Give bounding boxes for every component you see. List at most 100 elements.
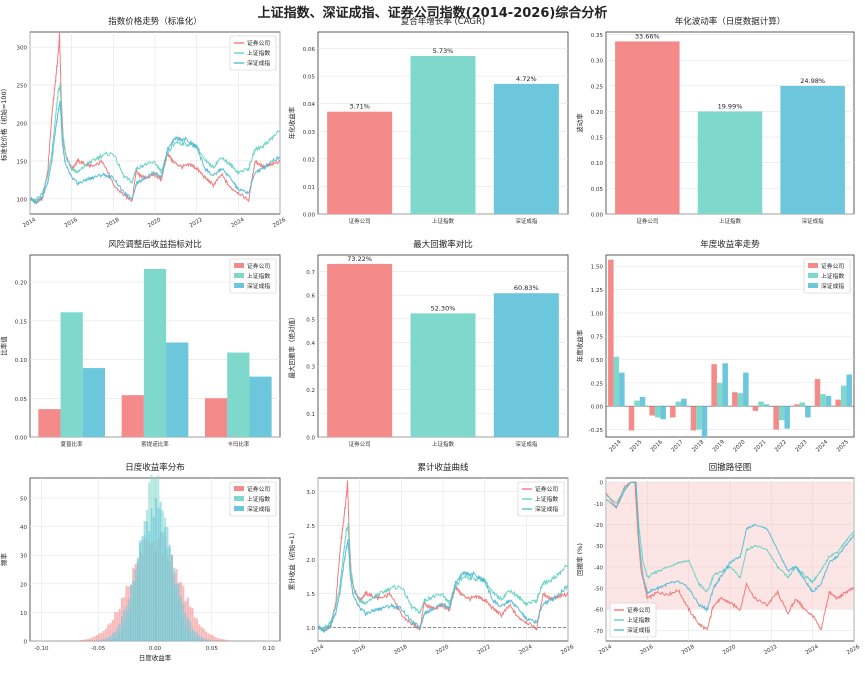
y-tick-label: 300	[17, 46, 28, 52]
y-tick-label: 0.3	[306, 365, 315, 371]
bar-深证成指-2018	[701, 406, 708, 438]
hist-bin-深证成指	[161, 532, 164, 641]
x-tick-label: 卡玛比率	[227, 440, 250, 448]
y-axis-label: 波动率	[575, 113, 584, 133]
bar-证券公司	[615, 41, 680, 214]
bar-value-label: 33.66%	[635, 32, 660, 40]
hist-bin-证券公司	[114, 612, 117, 641]
y-tick-label: 0.15	[591, 136, 604, 142]
y-tick-label: 0.30	[591, 59, 604, 65]
x-tick-label: 0.10	[263, 646, 276, 652]
x-tick-label: 2020	[435, 644, 451, 656]
x-tick-label: 2014	[310, 644, 326, 656]
bar-上证指数-2017	[675, 401, 682, 407]
bar-上证指数-2021	[758, 401, 764, 407]
chart-title: 最大回撤率对比	[413, 239, 473, 250]
hist-bin-深证成指	[125, 606, 128, 641]
bar-深证成指	[780, 85, 845, 214]
y-axis-label: 年化收益率	[287, 106, 296, 139]
legend-label: 上证指数	[535, 495, 558, 503]
y-tick-label: 0.5	[306, 317, 315, 323]
hist-bin-深证成指	[152, 516, 155, 641]
bar-上证指数-夏普比率	[60, 312, 83, 437]
y-tick-label: 0.00	[591, 405, 604, 411]
bar-证券公司-索提诺比率	[121, 395, 144, 437]
bar-上证指数-2018	[696, 406, 702, 430]
x-tick-label: 上证指数	[432, 440, 455, 448]
x-tick-label: -0.05	[91, 646, 106, 652]
hist-bin-深证成指	[157, 507, 160, 641]
hist-bin-深证成指	[118, 623, 121, 641]
hist-bin-证券公司	[93, 636, 96, 641]
hist-bin-证券公司	[223, 639, 226, 641]
series-line-上证指数	[605, 481, 855, 593]
x-tick-label: 2015	[629, 439, 643, 453]
hist-bin-深证成指	[150, 508, 153, 641]
bar-上证指数-2022	[778, 406, 785, 421]
x-tick-label: 2018	[691, 439, 705, 453]
legend-label: 深证成指	[821, 282, 844, 290]
hist-bin-证券公司	[84, 639, 87, 641]
hist-bin-深证成指	[116, 627, 119, 641]
legend-swatch	[234, 273, 244, 278]
x-tick-label: 2020	[722, 644, 738, 656]
bar-深证成指-2014	[619, 372, 625, 407]
chart-drawdown: 回撤路径图 0 -10 -20 -30 -40 -50 -60 -70 回撤率 (%) 2014 20…	[575, 462, 861, 656]
hist-bin-深证成指	[159, 501, 162, 641]
bar-深证成指-2021	[763, 404, 770, 407]
legend-label: 上证指数	[821, 272, 844, 280]
y-tick-label: 3.0	[306, 490, 315, 496]
bar-证券公司-2022	[773, 406, 779, 430]
bar-证券公司	[327, 111, 393, 214]
y-tick-label: 0.00	[591, 213, 604, 219]
hist-bin-证券公司	[220, 638, 223, 641]
hist-bin-深证成指	[102, 639, 105, 641]
hist-bin-深证成指	[132, 580, 135, 641]
hist-bin-证券公司	[102, 630, 105, 641]
x-tick-label: 2014	[598, 644, 614, 656]
legend-label: 证券公司	[247, 39, 270, 47]
hist-bin-证券公司	[116, 612, 119, 641]
hist-bin-深证成指	[177, 582, 180, 641]
y-tick-label: 1.25	[591, 288, 604, 294]
hist-bin-深证成指	[120, 616, 123, 641]
chart-mdd: 最大回撤率对比 0.0 0.1 0.2 0.3 0.4 0.5 0.6 0.7 最大回撤率（绝对值…	[287, 239, 569, 448]
x-tick-label: 2017	[671, 439, 685, 453]
legend-label: 证券公司	[535, 485, 558, 493]
hist-bin-深证成指	[136, 562, 139, 641]
bar-上证指数-索提诺比率	[143, 268, 167, 437]
hist-bin-证券公司	[100, 632, 103, 641]
x-tick-label: 2026	[560, 644, 576, 656]
x-tick-label: 0.05	[206, 646, 219, 652]
legend-label: 深证成指	[247, 505, 270, 513]
x-tick-label: 2016	[650, 439, 664, 453]
hist-bin-深证成指	[109, 635, 112, 641]
y-axis-label: 频率	[0, 553, 8, 567]
y-tick-label: 2.5	[306, 524, 315, 530]
hist-bin-深证成指	[141, 536, 144, 641]
legend-box	[229, 35, 277, 71]
hist-bin-证券公司	[86, 638, 89, 641]
bar-上证指数	[410, 313, 476, 437]
bar-上证指数-2019	[716, 382, 723, 407]
bar-上证指数	[697, 111, 763, 214]
x-tick-label: 2018	[393, 644, 409, 656]
hist-bin-证券公司	[205, 631, 208, 641]
x-tick-label: 2019	[712, 439, 726, 453]
hist-bin-深证成指	[191, 628, 194, 641]
hist-bin-深证成指	[130, 584, 133, 641]
bar-证券公司-2019	[711, 364, 717, 407]
hist-bin-深证成指	[107, 637, 110, 641]
legend-swatch	[808, 273, 818, 278]
hist-bin-深证成指	[148, 530, 151, 641]
y-tick-label: 100	[17, 197, 28, 203]
bar-value-label: 5.73%	[433, 47, 454, 55]
hist-bin-证券公司	[107, 624, 110, 641]
chart-vol: 年化波动率（日度数据计算） 0.00 0.05 0.10 0.15 0.20 0.25 0.3…	[575, 16, 855, 225]
x-tick-label: 2024	[518, 644, 534, 656]
x-tick-label: 2026	[846, 644, 862, 656]
y-tick-label: 200	[17, 122, 28, 128]
